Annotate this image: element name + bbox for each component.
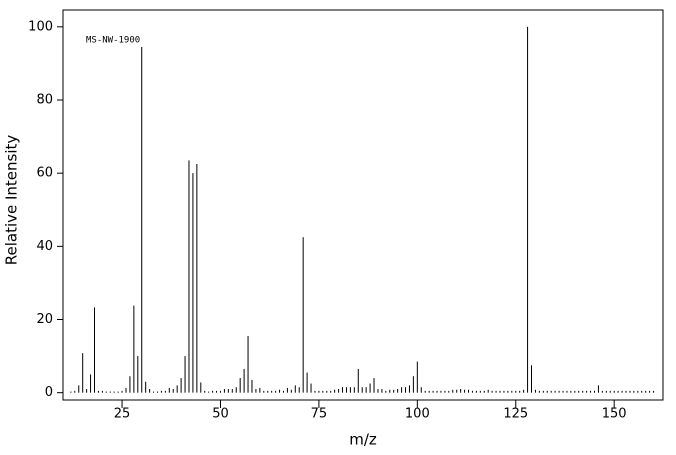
x-tick-label: 25	[114, 407, 131, 422]
x-tick-label: 75	[311, 407, 328, 422]
y-tick-label: 40	[36, 239, 53, 254]
y-tick-label: 20	[36, 312, 53, 327]
x-tick-label: 150	[602, 407, 627, 422]
y-tick-label: 80	[36, 93, 53, 108]
x-tick-label: 100	[405, 407, 430, 422]
y-axis-title: Relative Intensity	[3, 135, 21, 266]
y-tick-label: 100	[28, 19, 53, 34]
x-tick-label: 125	[503, 407, 528, 422]
plot-frame	[62, 9, 664, 401]
x-axis-title: m/z	[349, 431, 377, 449]
y-tick-label: 0	[45, 385, 53, 400]
annotation: MS-NW-1900	[86, 36, 140, 46]
x-tick-label: 50	[212, 407, 229, 422]
y-tick-label: 60	[36, 166, 53, 181]
